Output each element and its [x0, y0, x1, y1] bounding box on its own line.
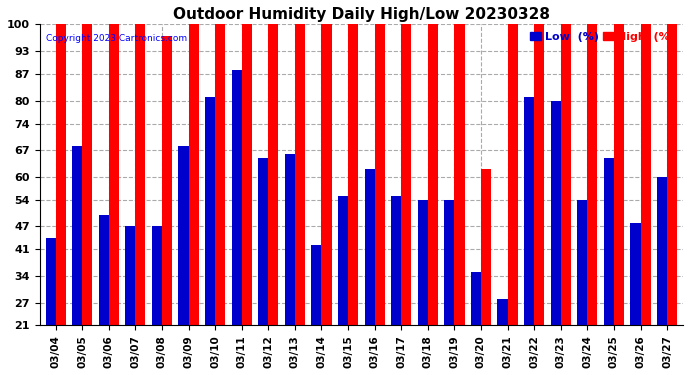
- Bar: [471, 272, 481, 375]
- Bar: [99, 215, 109, 375]
- Bar: [391, 196, 402, 375]
- Bar: [126, 226, 135, 375]
- Bar: [364, 169, 375, 375]
- Bar: [56, 24, 66, 375]
- Bar: [481, 169, 491, 375]
- Bar: [402, 24, 411, 375]
- Bar: [268, 24, 278, 375]
- Bar: [561, 24, 571, 375]
- Bar: [417, 200, 428, 375]
- Bar: [82, 24, 92, 375]
- Bar: [578, 200, 587, 375]
- Bar: [657, 177, 667, 375]
- Bar: [534, 24, 544, 375]
- Bar: [614, 24, 624, 375]
- Bar: [285, 154, 295, 375]
- Bar: [311, 246, 322, 375]
- Bar: [604, 158, 614, 375]
- Bar: [109, 24, 119, 375]
- Bar: [551, 101, 561, 375]
- Bar: [348, 24, 358, 375]
- Bar: [152, 226, 162, 375]
- Bar: [188, 24, 199, 375]
- Legend: Low  (%), High  (%): Low (%), High (%): [528, 30, 678, 45]
- Bar: [179, 146, 188, 375]
- Bar: [667, 24, 677, 375]
- Bar: [322, 24, 332, 375]
- Bar: [258, 158, 268, 375]
- Bar: [497, 299, 508, 375]
- Bar: [205, 97, 215, 375]
- Bar: [631, 223, 640, 375]
- Bar: [232, 70, 241, 375]
- Bar: [215, 24, 225, 375]
- Bar: [72, 146, 82, 375]
- Bar: [375, 24, 385, 375]
- Bar: [162, 36, 172, 375]
- Bar: [135, 24, 146, 375]
- Bar: [241, 24, 252, 375]
- Text: Copyright 2023 Cartronics.com: Copyright 2023 Cartronics.com: [46, 33, 187, 42]
- Bar: [46, 238, 56, 375]
- Bar: [587, 24, 598, 375]
- Bar: [428, 24, 438, 375]
- Bar: [338, 196, 348, 375]
- Bar: [508, 24, 518, 375]
- Bar: [524, 97, 534, 375]
- Title: Outdoor Humidity Daily High/Low 20230328: Outdoor Humidity Daily High/Low 20230328: [173, 7, 550, 22]
- Bar: [640, 24, 651, 375]
- Bar: [444, 200, 455, 375]
- Bar: [455, 24, 464, 375]
- Bar: [295, 24, 305, 375]
